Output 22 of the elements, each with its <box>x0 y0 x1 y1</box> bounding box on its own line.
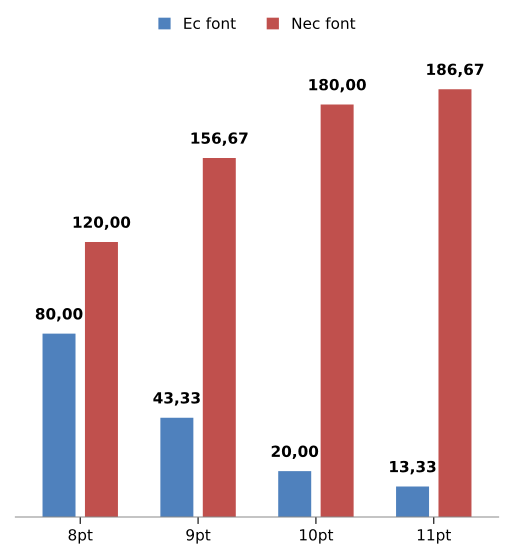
data-label: 80,00 <box>36 308 82 322</box>
data-label: 120,00 <box>74 216 130 230</box>
data-label: 13,33 <box>390 460 436 474</box>
x-tick-label: 11pt <box>418 529 451 544</box>
data-label: 156,67 <box>192 132 248 146</box>
bar <box>396 486 430 517</box>
bar <box>202 158 236 517</box>
bar <box>438 89 472 517</box>
bar <box>42 334 76 517</box>
legend-label: Nec font <box>292 17 356 30</box>
legend-label: Ec font <box>184 17 236 30</box>
x-tick-label: 8pt <box>68 529 93 544</box>
data-label: 43,33 <box>153 392 200 406</box>
bar <box>160 418 194 517</box>
x-tick-label: 9pt <box>186 529 210 544</box>
bar <box>320 104 354 517</box>
x-tick-label: 10pt <box>300 529 334 544</box>
data-label: 180,00 <box>309 78 366 92</box>
bar <box>84 242 118 517</box>
data-label: 20,00 <box>272 446 318 460</box>
bar <box>278 471 312 517</box>
data-label: 186,67 <box>427 64 484 78</box>
